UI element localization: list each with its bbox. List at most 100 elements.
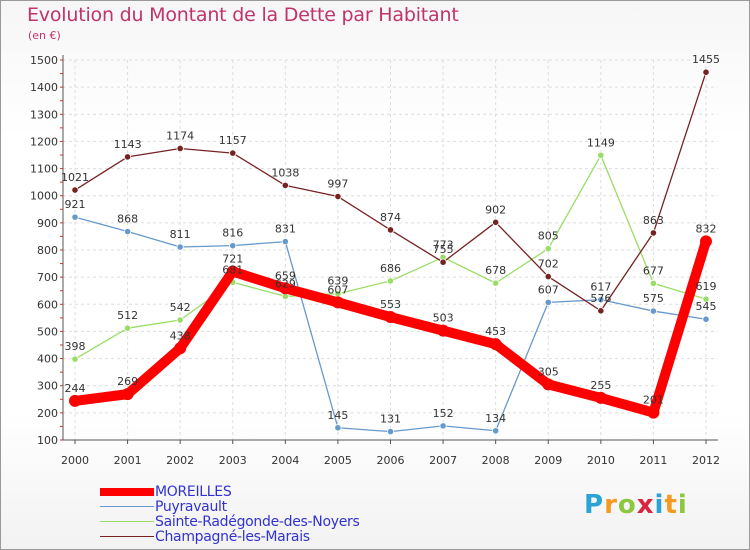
data-point-3 [702,68,710,76]
data-point-1 [597,296,605,304]
data-label: 1143 [114,138,142,151]
brand-logo: Proxiti [584,490,688,520]
y-tick-label: 700 [37,271,58,284]
data-point-moreilles [647,406,660,419]
y-tick-label: 100 [37,434,58,447]
brand-letter: i [677,490,688,520]
data-label: 1174 [166,129,194,142]
x-tick-label: 2010 [587,454,615,467]
data-label: 832 [696,222,717,235]
data-point-2 [386,277,395,285]
data-label: 512 [117,309,138,322]
data-label: 921 [65,198,86,211]
x-tick-label: 2002 [166,454,194,467]
data-label: 678 [485,264,506,277]
x-tick-label: 2000 [61,454,89,467]
data-label: 677 [643,264,664,277]
data-point-moreilles [437,324,450,337]
data-point-moreilles [489,338,502,351]
legend-label-champagne: Champagné-les-Marais [155,529,310,545]
y-tick-label: 1500 [30,54,58,67]
data-label: 1021 [61,171,89,184]
data-label: 503 [433,312,454,325]
data-label: 398 [65,340,86,353]
data-point-2 [649,279,658,287]
legend-label-puyravault: Puyravault [155,499,227,515]
y-tick-label: 600 [37,298,58,311]
y-tick-label: 400 [37,353,58,366]
legend-label-sainte-radegonde: Sainte-Radégonde-des-Noyers [155,514,360,530]
data-point-2 [702,295,710,303]
x-tick-label: 2006 [377,454,405,467]
data-label: 617 [590,281,611,294]
data-point-3 [123,153,132,161]
x-tick-label: 2004 [271,454,299,467]
data-point-1 [439,422,447,430]
x-tick-label: 2009 [534,454,562,467]
chart-subtitle: (en €) [28,29,61,42]
data-point-3 [386,226,395,234]
legend-label-moreilles: MOREILLES [155,484,232,500]
data-label: 545 [696,300,717,313]
data-point-3 [597,307,605,315]
data-point-moreilles [594,391,607,404]
y-tick-label: 200 [37,407,58,420]
data-label: 438 [170,329,191,342]
y-tick-label: 1100 [30,163,58,176]
y-tick-label: 900 [37,217,58,230]
y-tick-label: 1200 [30,135,58,148]
data-label: 134 [485,412,506,425]
data-point-3 [71,186,79,194]
x-tick-label: 2012 [692,454,720,467]
data-label: 305 [538,365,559,378]
data-point-3 [229,149,237,157]
data-label: 863 [643,214,664,227]
x-tick-label: 2007 [429,454,457,467]
data-label: 453 [485,325,506,338]
data-point-moreilles [226,265,239,278]
legend-swatch-sainte-radegonde [100,521,154,522]
data-label: 607 [538,283,559,296]
data-point-1 [544,298,552,306]
data-label: 773 [433,238,454,251]
data-label: 244 [65,382,86,395]
data-point-moreilles [700,235,712,248]
y-tick-label: 1300 [30,108,58,121]
data-point-3 [334,192,342,201]
data-label: 269 [117,375,138,388]
data-label: 607 [327,283,348,296]
data-point-2 [123,324,132,332]
data-point-3 [439,258,447,266]
data-label: 152 [433,407,454,420]
data-point-3 [544,272,552,281]
brand-letter: i [654,490,665,520]
data-point-2 [492,279,500,287]
x-tick-label: 2003 [219,454,247,467]
data-point-2 [176,316,184,324]
brand-letter: t [664,490,678,520]
data-label: 131 [380,413,401,426]
data-label: 755 [433,243,454,256]
data-label: 811 [170,228,191,241]
data-label: 1455 [692,53,720,66]
data-point-1 [281,237,289,246]
y-tick-label: 300 [37,380,58,393]
brand-letter: x [636,490,655,520]
data-label: 702 [538,258,559,271]
data-point-moreilles [542,378,555,391]
data-label: 831 [275,223,296,236]
data-label: 542 [170,301,191,314]
data-point-3 [649,229,658,237]
data-label: 1149 [587,136,615,149]
data-label: 575 [643,292,664,305]
data-point-moreilles [384,311,397,324]
data-point-moreilles [121,388,134,401]
data-point-moreilles [279,282,292,295]
data-label: 1157 [219,134,247,147]
chart-title: Evolution du Montant de la Dette par Hab… [27,4,459,26]
data-label: 619 [696,280,717,293]
data-label: 874 [380,211,401,224]
legend-swatch-moreilles [100,488,154,496]
data-label: 902 [485,203,506,216]
